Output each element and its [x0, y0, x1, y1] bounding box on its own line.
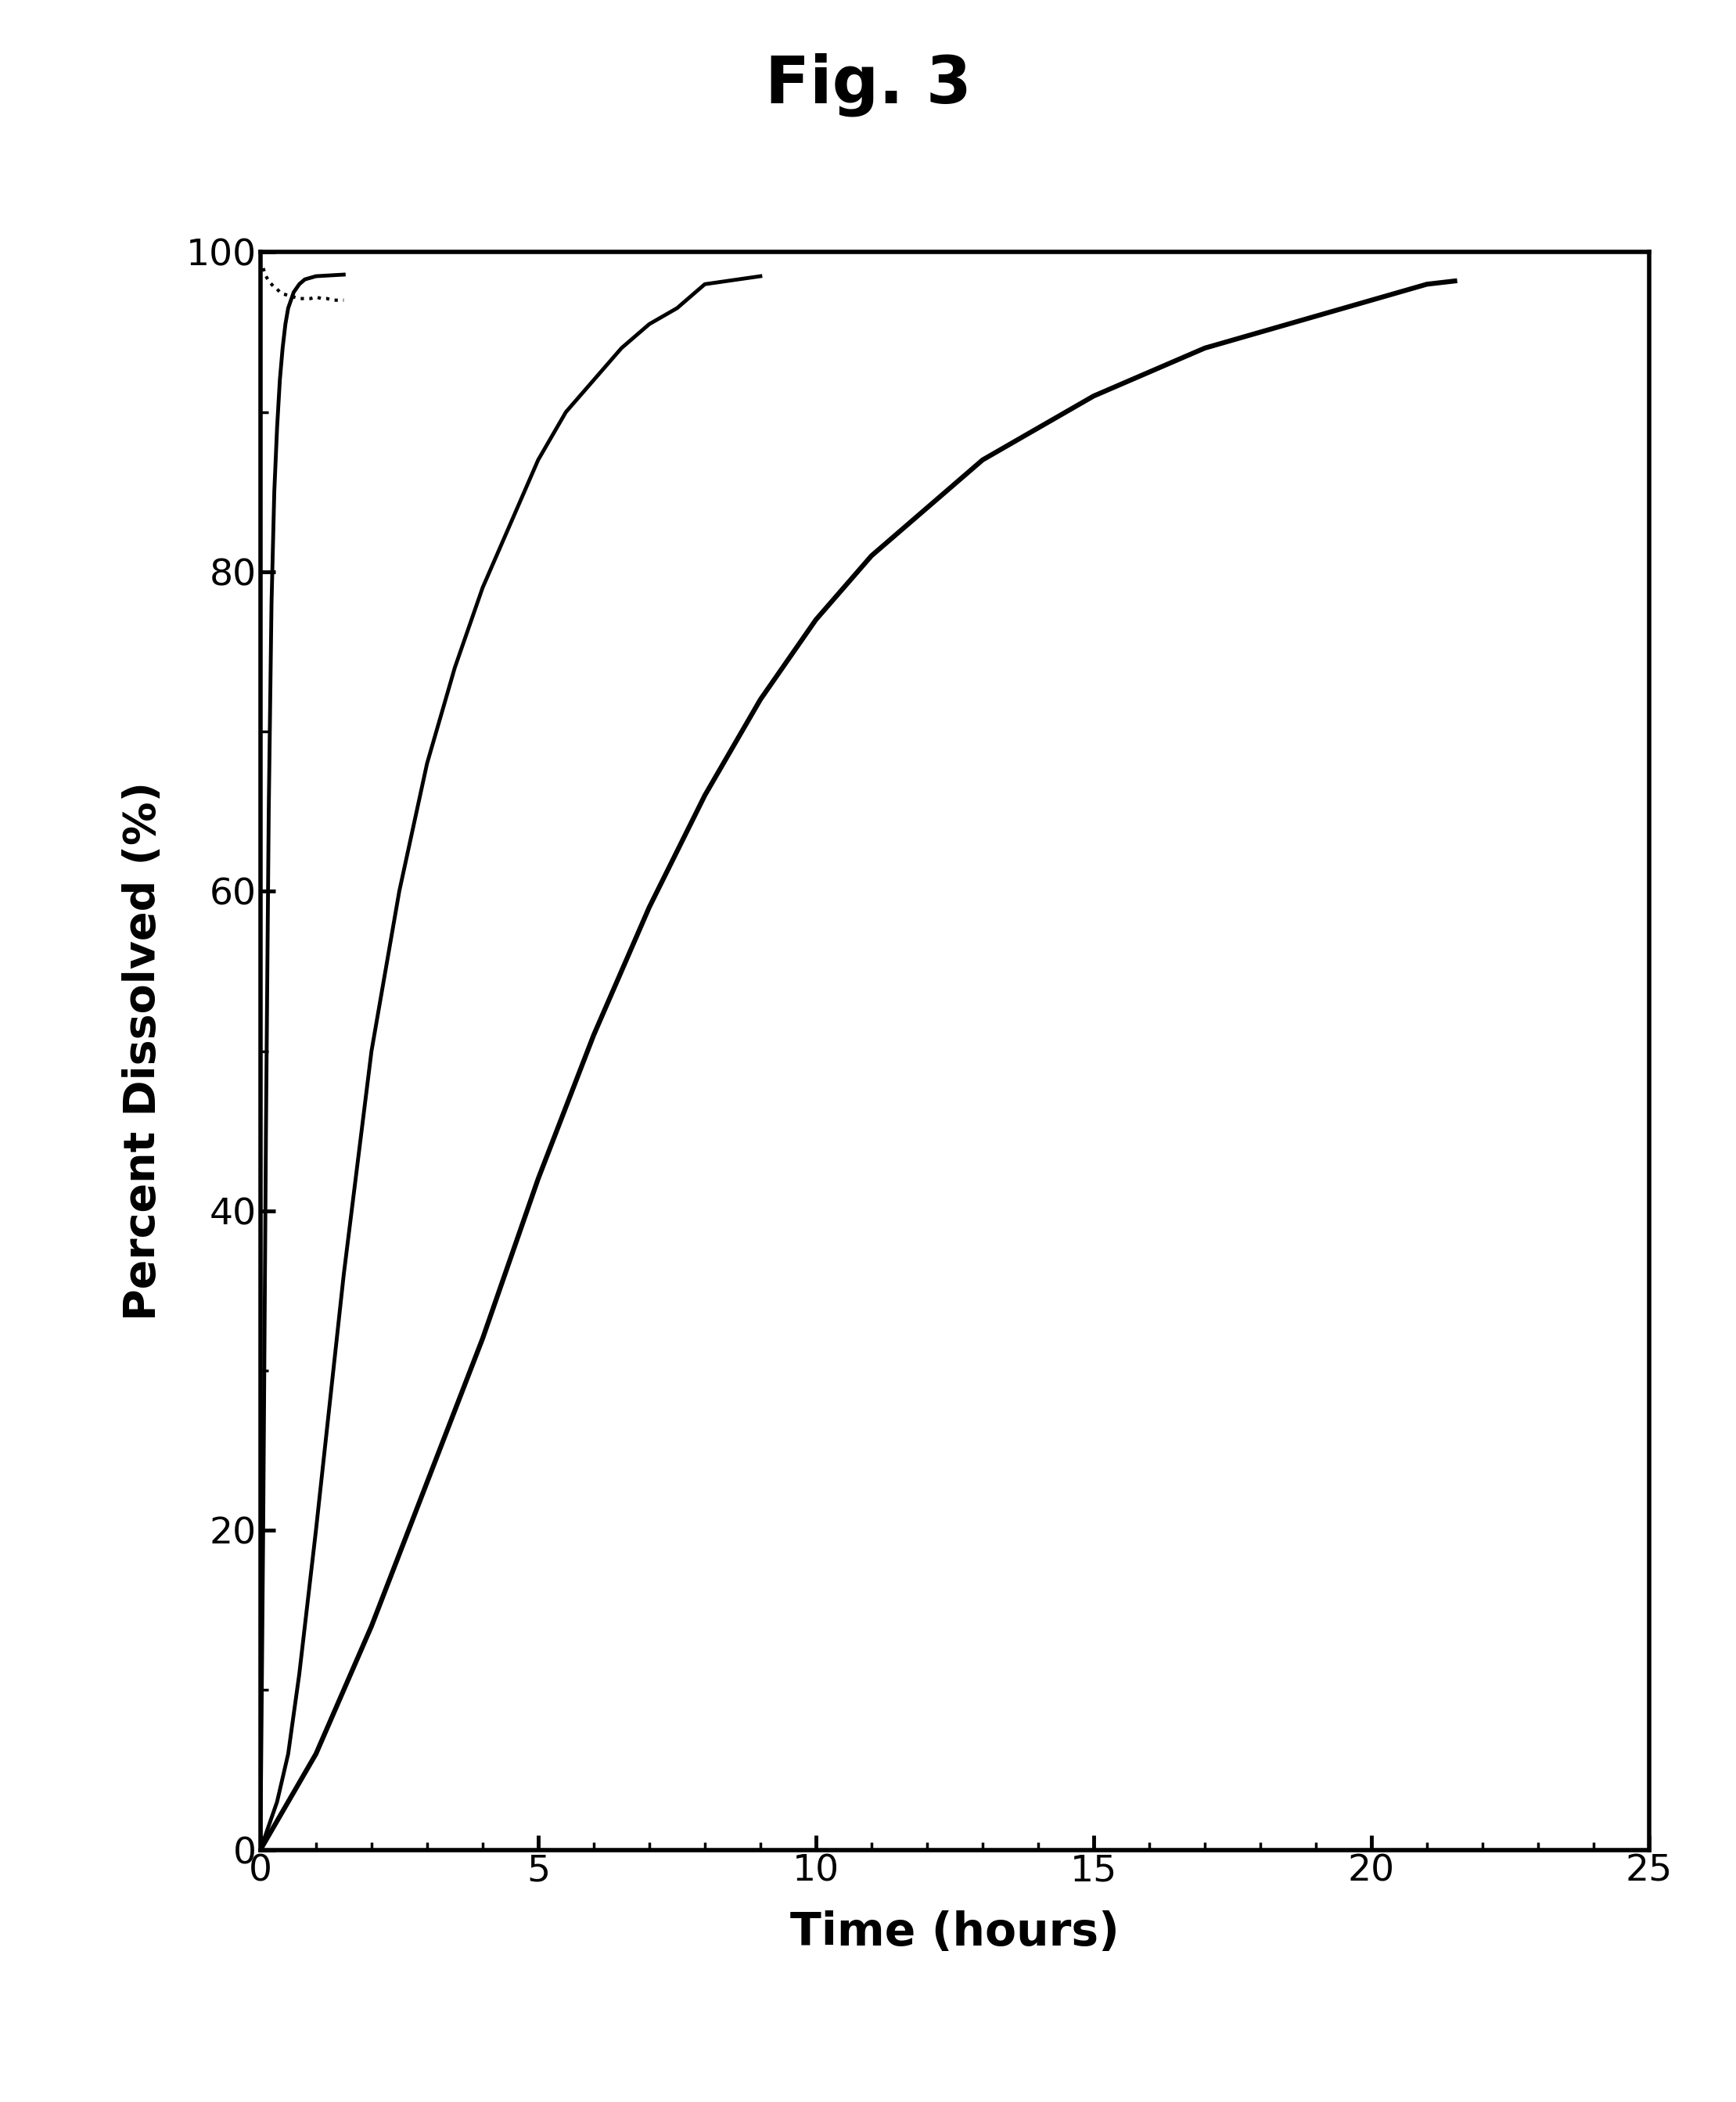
Text: Fig. 3: Fig. 3 [766, 53, 970, 116]
X-axis label: Time (hours): Time (hours) [790, 1911, 1120, 1955]
Y-axis label: Percent Dissolved (%): Percent Dissolved (%) [122, 782, 165, 1320]
